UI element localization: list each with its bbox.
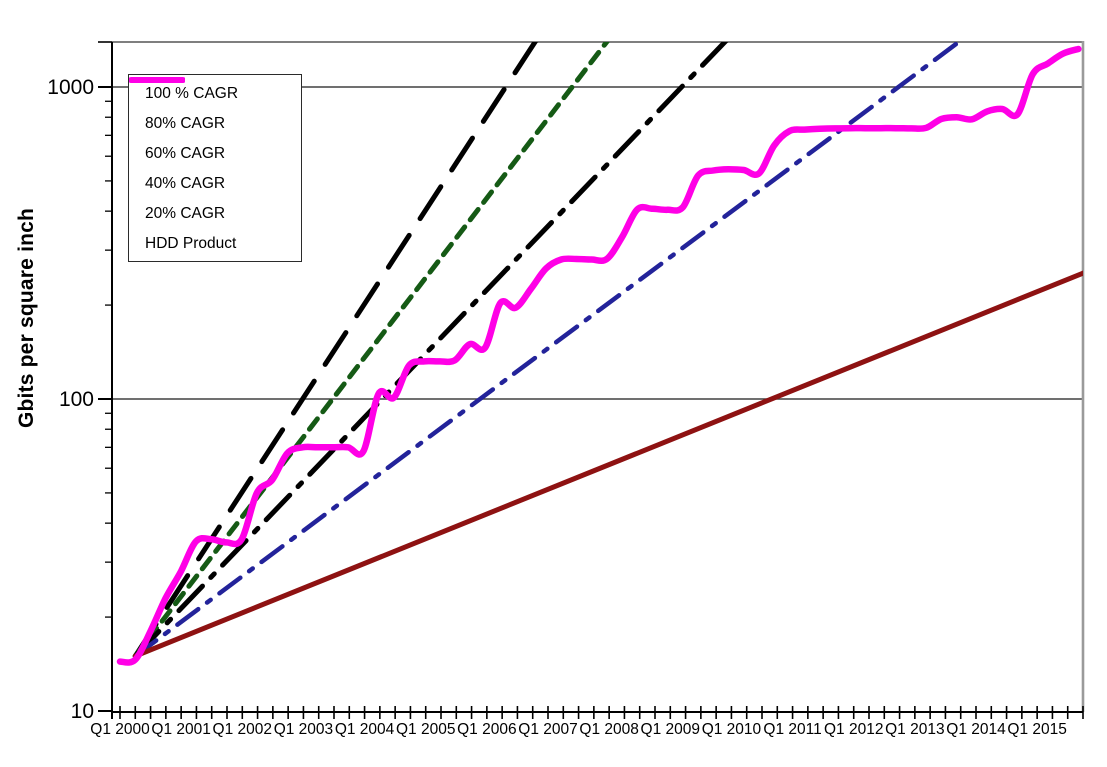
legend-entry-60-cagr: 60% CAGR [129, 77, 301, 169]
legend-label-40-cagr: 40% CAGR [145, 175, 226, 192]
x-tick-label-q1-2013: Q1 2013 [885, 721, 944, 738]
legend-label-hdd-product: HDD Product [145, 235, 237, 252]
y-tick-label-1000: 1000 [47, 76, 94, 99]
x-tick-label-q1-2008: Q1 2008 [579, 721, 638, 738]
x-tick-label-q1-2014: Q1 2014 [946, 721, 1006, 738]
x-tick-label-q1-2005: Q1 2005 [396, 721, 455, 738]
legend-label-80-cagr: 80% CAGR [145, 115, 226, 132]
y-tick-label-10: 10 [71, 700, 94, 723]
y-axis-title: Gbits per square inch [15, 207, 38, 429]
x-tick-label-q1-2001: Q1 2001 [151, 721, 210, 738]
legend-label-100-cagr: 100 % CAGR [145, 85, 239, 102]
y-tick-label-100: 100 [59, 388, 94, 411]
x-tick-label-q1-2010: Q1 2010 [702, 721, 762, 738]
legend-sample-hdd-product [129, 77, 185, 83]
legend: 100 % CAGR 80% CAGR 60% CAGR 40% CAGR 20% CA… [128, 74, 302, 262]
series-line-20-cagr [132, 270, 1083, 659]
legend-entry-hdd-product: HDD Product [129, 77, 301, 259]
legend-entry-80-cagr: 80% CAGR [129, 77, 301, 139]
series-line-100-cagr [132, 42, 539, 659]
legend-entry-20-cagr: 20% CAGR [129, 77, 301, 229]
x-tick-label-q1-2002: Q1 2002 [213, 721, 272, 738]
x-tick-label-q1-2011: Q1 2011 [763, 721, 821, 738]
x-tick-label-q1-2000: Q1 2000 [90, 721, 150, 738]
legend-entry-40-cagr: 40% CAGR [129, 77, 301, 199]
x-tick-label-q1-2007: Q1 2007 [518, 721, 577, 738]
x-tick-label-q1-2015: Q1 2015 [1007, 721, 1066, 738]
series-line-40-cagr [133, 42, 963, 659]
plot-area [116, 42, 1083, 666]
x-tick-label-q1-2004: Q1 2004 [335, 721, 395, 738]
legend-label-60-cagr: 60% CAGR [145, 145, 226, 162]
legend-label-20-cagr: 20% CAGR [145, 205, 226, 222]
x-tick-label-q1-2009: Q1 2009 [641, 721, 700, 738]
x-tick-label-q1-2003: Q1 2003 [274, 721, 333, 738]
series-line-hdd-product [116, 45, 1082, 666]
x-tick-label-q1-2006: Q1 2006 [457, 721, 516, 738]
x-tick-label-q1-2012: Q1 2012 [824, 721, 883, 738]
